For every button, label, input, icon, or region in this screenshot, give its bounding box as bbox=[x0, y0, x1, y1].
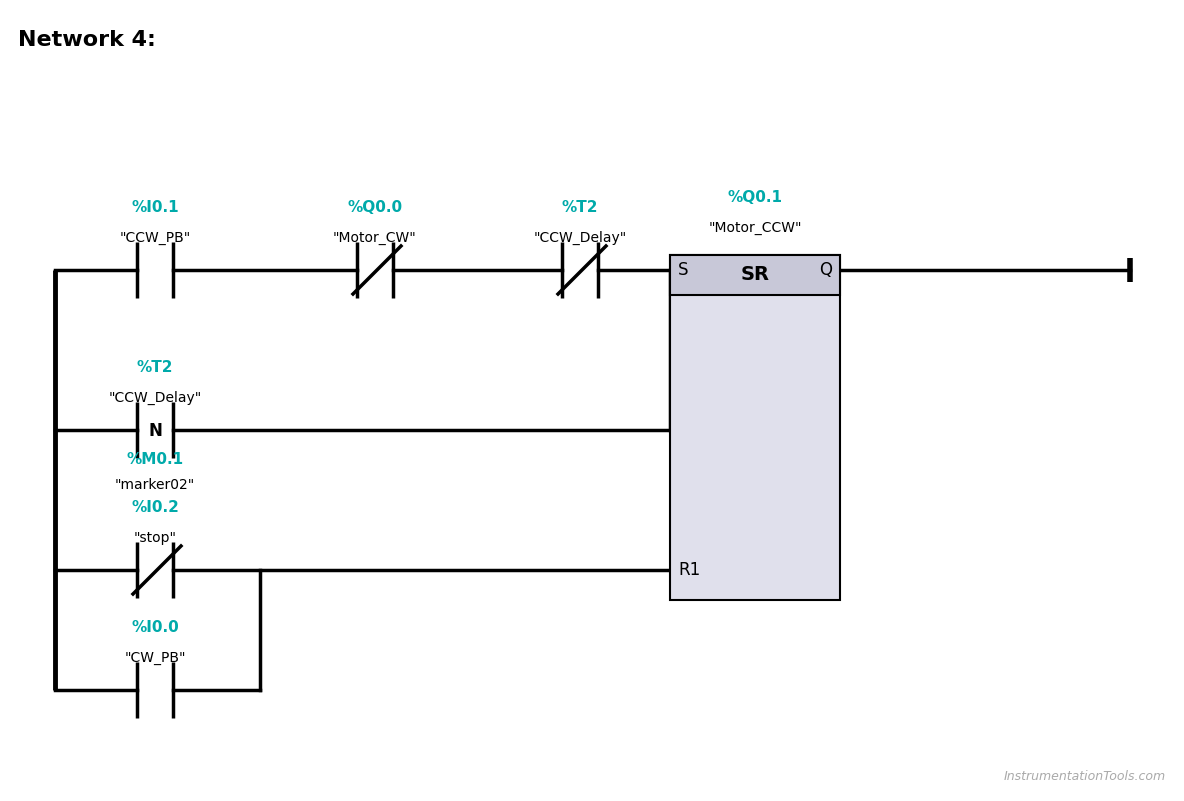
Text: InstrumentationTools.com: InstrumentationTools.com bbox=[1004, 770, 1166, 783]
Text: %T2: %T2 bbox=[561, 200, 598, 215]
Text: "CW_PB": "CW_PB" bbox=[124, 651, 186, 665]
Bar bbox=[670, 255, 839, 295]
Text: %M0.1: %M0.1 bbox=[127, 452, 184, 467]
Text: R1: R1 bbox=[678, 561, 700, 579]
Text: %I0.1: %I0.1 bbox=[131, 200, 179, 215]
Text: SR: SR bbox=[740, 265, 770, 284]
Text: "stop": "stop" bbox=[134, 531, 176, 545]
Bar bbox=[670, 255, 839, 600]
Text: %I0.0: %I0.0 bbox=[131, 620, 179, 635]
Text: %I0.2: %I0.2 bbox=[131, 500, 179, 515]
Text: "CCW_Delay": "CCW_Delay" bbox=[109, 391, 201, 405]
Text: %Q0.0: %Q0.0 bbox=[347, 200, 403, 215]
Text: %T2: %T2 bbox=[136, 360, 173, 375]
Text: Q: Q bbox=[819, 261, 832, 279]
Text: N: N bbox=[148, 422, 162, 440]
Text: "Motor_CW": "Motor_CW" bbox=[333, 231, 417, 245]
Text: Network 4:: Network 4: bbox=[18, 30, 156, 50]
Text: "marker02": "marker02" bbox=[115, 478, 195, 492]
Text: "Motor_CCW": "Motor_CCW" bbox=[708, 221, 802, 235]
Text: "CCW_Delay": "CCW_Delay" bbox=[533, 231, 626, 245]
Text: S: S bbox=[678, 261, 689, 279]
Text: %Q0.1: %Q0.1 bbox=[727, 190, 783, 205]
Text: "CCW_PB": "CCW_PB" bbox=[120, 231, 191, 245]
